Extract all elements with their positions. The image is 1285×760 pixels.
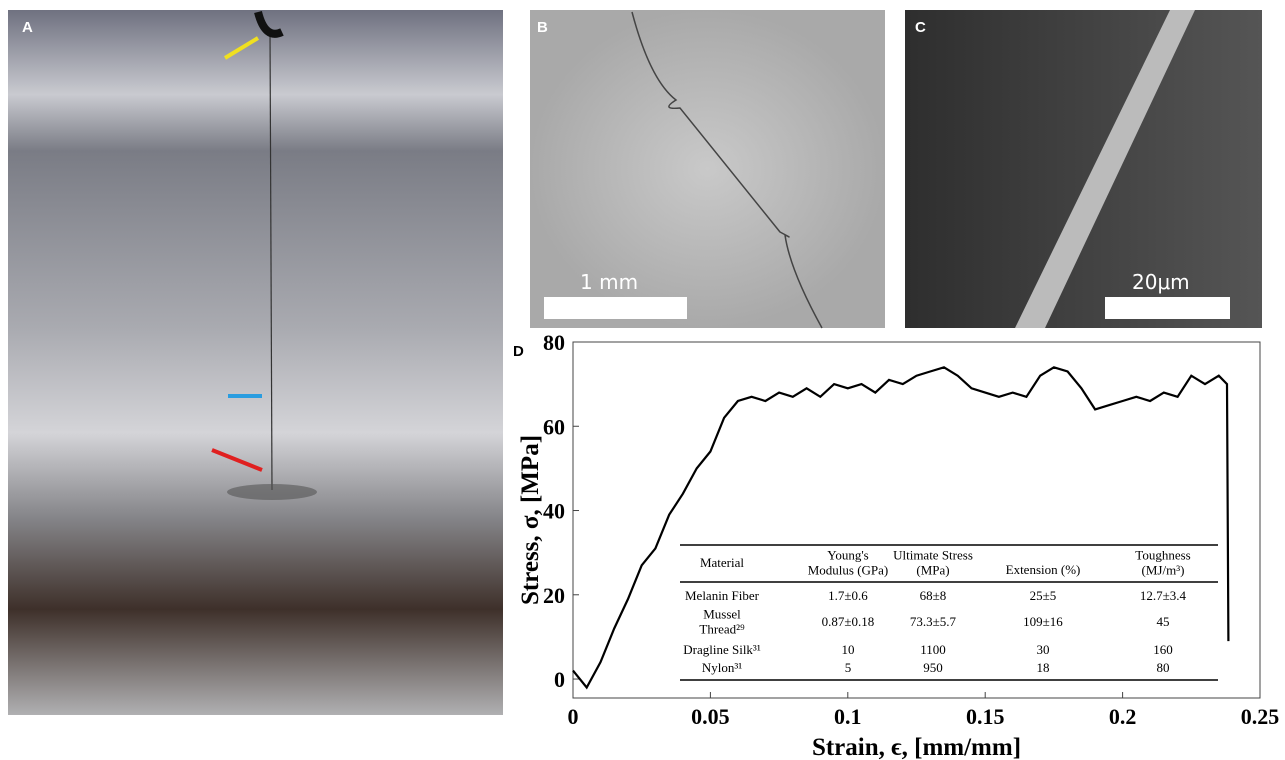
table-cell: 109±16	[1023, 614, 1063, 629]
x-tick-label: 0.1	[834, 704, 862, 729]
photo	[905, 10, 1262, 328]
table-cell: 0.87±0.18	[822, 614, 875, 629]
table-cell: 12.7±3.4	[1140, 588, 1187, 603]
table-cell: Ultimate Stress	[893, 548, 973, 563]
table-cell: 950	[923, 660, 943, 675]
x-tick-label: 0.15	[966, 704, 1005, 729]
table-cell: 5	[845, 660, 852, 675]
photo	[8, 10, 503, 715]
y-tick-label: 0	[554, 667, 565, 692]
scale-bar	[544, 297, 687, 319]
table-cell: Young's	[827, 548, 869, 563]
y-tick-label: 40	[543, 499, 565, 524]
x-tick-label: 0.2	[1109, 704, 1137, 729]
panel-label: A	[22, 19, 33, 36]
table-cell: 80	[1157, 660, 1170, 675]
table-cell: 1.7±0.6	[828, 588, 868, 603]
scale-bar	[1105, 297, 1230, 319]
chart: 0 0.05 0.1 0.15 0.2 0.25 0 20 40 60 80 Strain, ϵ, […	[517, 330, 1279, 760]
y-tick-label: 80	[543, 330, 565, 355]
table-cell: (MPa)	[916, 563, 949, 578]
figure: A 1 mm B 20μm C D 0 0.05 0.1 0.15 0.2 0.25 0 20…	[0, 0, 1285, 760]
y-axis-label: Stress, σ, [MPa]	[517, 435, 544, 605]
panel-a: A	[8, 10, 503, 715]
x-tick-label: 0.05	[691, 704, 730, 729]
scale-label: 20μm	[1132, 270, 1190, 294]
table-cell: Toughness	[1135, 548, 1190, 563]
table-cell: 73.3±5.7	[910, 614, 957, 629]
table-cell: Material	[700, 555, 744, 570]
panel-b: 1 mm B	[530, 10, 885, 328]
panel-label: B	[537, 19, 548, 36]
table-cell: Thread²⁹	[699, 622, 745, 637]
table-cell: Extension (%)	[1006, 562, 1081, 577]
table-cell: 1100	[920, 642, 946, 657]
table-cell: 25±5	[1030, 588, 1057, 603]
table-cell: (MJ/m³)	[1142, 563, 1185, 578]
table-cell: Mussel	[703, 607, 741, 622]
table-cell: 30	[1037, 642, 1050, 657]
table-cell: 68±8	[920, 588, 947, 603]
table-cell: Melanin Fiber	[685, 588, 760, 603]
table-cell: Modulus (GPa)	[808, 563, 889, 578]
table-cell: Dragline Silk³¹	[683, 642, 761, 657]
panel-label: C	[915, 19, 926, 36]
y-tick-label: 60	[543, 414, 565, 439]
x-tick-label: 0	[568, 704, 579, 729]
line	[573, 367, 1228, 687]
x-axis-label: Strain, ϵ, [mm/mm]	[812, 734, 1021, 760]
table-cell: 18	[1037, 660, 1050, 675]
panel-label: D	[513, 343, 524, 360]
table-cell: 10	[842, 642, 855, 657]
table-cell: 45	[1157, 614, 1170, 629]
droplet	[227, 484, 317, 500]
y-tick-label: 20	[543, 583, 565, 608]
panel-c: 20μm C	[905, 10, 1262, 328]
scale-label: 1 mm	[580, 270, 638, 294]
x-tick-label: 0.25	[1241, 704, 1280, 729]
table-cell: 160	[1153, 642, 1173, 657]
table-cell: Nylon³¹	[702, 660, 742, 675]
